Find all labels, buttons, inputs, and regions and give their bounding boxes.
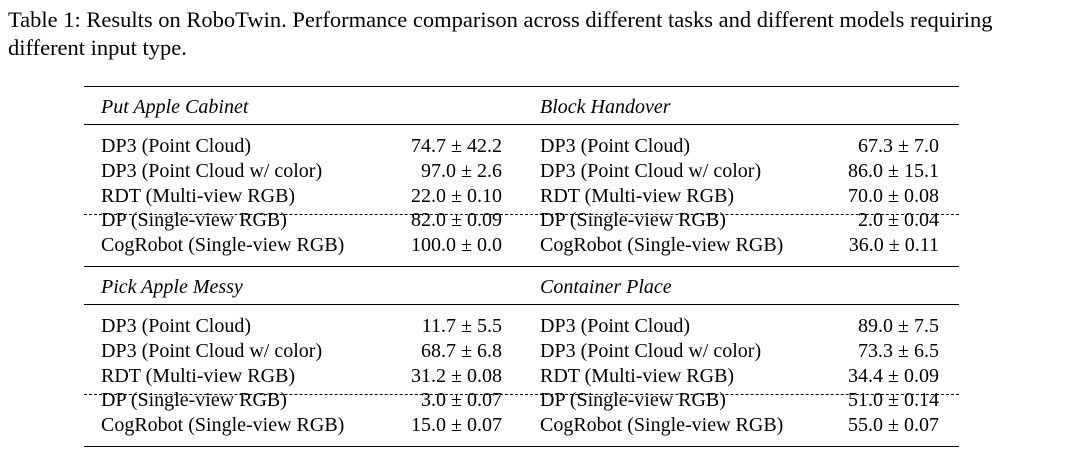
model-name: DP3 (Point Cloud) <box>101 314 252 337</box>
model-name: DP (Single-view RGB) <box>101 389 287 412</box>
table-row: RDT (Multi-view RGB) 22.0 ± 0.10 RDT (Mu… <box>84 184 959 209</box>
model-name: DP (Single-view RGB) <box>540 389 726 412</box>
model-name: RDT (Multi-view RGB) <box>101 184 296 207</box>
model-name: DP3 (Point Cloud w/ color) <box>540 159 762 182</box>
mid-rule <box>84 124 959 125</box>
score-value: 3.0 ± 0.07 <box>421 389 502 412</box>
score-value: 73.3 ± 6.5 <box>858 339 939 362</box>
model-name: RDT (Multi-view RGB) <box>540 184 735 207</box>
model-name: DP3 (Point Cloud) <box>540 314 691 337</box>
top-rule <box>84 86 959 87</box>
table-row: DP3 (Point Cloud) 74.7 ± 42.2 DP3 (Point… <box>84 134 959 159</box>
task-title-right: Container Place <box>540 275 672 298</box>
section-body: DP3 (Point Cloud) 11.7 ± 5.5 DP3 (Point … <box>84 305 959 446</box>
score-value: 2.0 ± 0.04 <box>858 209 939 232</box>
score-value: 70.0 ± 0.08 <box>848 184 939 207</box>
model-name: RDT (Multi-view RGB) <box>101 364 296 387</box>
section-rule <box>84 265 959 267</box>
table-row: CogRobot (Single-view RGB) 15.0 ± 0.07 C… <box>84 413 959 438</box>
model-name: DP3 (Point Cloud) <box>101 135 252 157</box>
score-value: 11.7 ± 5.5 <box>421 314 502 337</box>
mid-rule <box>84 303 959 305</box>
model-name: CogRobot (Single-view RGB) <box>101 414 345 437</box>
task-title-left: Put Apple Cabinet <box>101 96 249 118</box>
task-title-left: Pick Apple Messy <box>101 275 243 298</box>
table-row: DP3 (Point Cloud w/ color) 97.0 ± 2.6 DP… <box>84 159 959 184</box>
table-row: DP3 (Point Cloud w/ color) 68.7 ± 6.8 DP… <box>84 339 959 364</box>
table-row: RDT (Multi-view RGB) 31.2 ± 0.08 RDT (Mu… <box>84 364 959 389</box>
score-value: 74.7 ± 42.2 <box>411 135 502 157</box>
section-header: Put Apple Cabinet Block Handover <box>84 87 959 124</box>
model-name: DP (Single-view RGB) <box>540 209 726 232</box>
model-name: DP3 (Point Cloud w/ color) <box>101 339 323 362</box>
score-value: 100.0 ± 0.0 <box>411 234 502 257</box>
model-name: CogRobot (Single-view RGB) <box>101 234 345 257</box>
score-value: 89.0 ± 7.5 <box>858 314 939 337</box>
dashed-separator <box>84 394 959 396</box>
model-name: CogRobot (Single-view RGB) <box>540 414 784 437</box>
model-name: DP3 (Point Cloud w/ color) <box>101 159 323 182</box>
score-value: 67.3 ± 7.0 <box>858 135 939 157</box>
score-value: 82.0 ± 0.09 <box>411 209 502 232</box>
score-value: 51.0 ± 0.14 <box>848 389 939 412</box>
score-value: 31.2 ± 0.08 <box>411 364 502 387</box>
section-body: DP3 (Point Cloud) 74.7 ± 42.2 DP3 (Point… <box>84 125 959 266</box>
score-value: 22.0 ± 0.10 <box>411 184 502 207</box>
score-value: 97.0 ± 2.6 <box>421 159 502 182</box>
task-title-right: Block Handover <box>540 96 671 118</box>
score-value: 15.0 ± 0.07 <box>411 414 502 437</box>
table-row: CogRobot (Single-view RGB) 100.0 ± 0.0 C… <box>84 233 959 258</box>
model-name: DP3 (Point Cloud) <box>540 135 691 157</box>
score-value: 36.0 ± 0.11 <box>848 234 939 257</box>
section-header: Pick Apple Messy Container Place <box>84 267 959 304</box>
results-table: Put Apple Cabinet Block Handover DP3 (Po… <box>84 86 959 447</box>
model-name: DP (Single-view RGB) <box>101 209 287 232</box>
model-name: RDT (Multi-view RGB) <box>540 364 735 387</box>
score-value: 55.0 ± 0.07 <box>848 414 939 437</box>
model-name: CogRobot (Single-view RGB) <box>540 234 784 257</box>
bottom-rule <box>84 445 959 447</box>
table-row: DP (Single-view RGB) 3.0 ± 0.07 DP (Sing… <box>84 388 959 413</box>
model-name: DP3 (Point Cloud w/ color) <box>540 339 762 362</box>
table-row: DP (Single-view RGB) 82.0 ± 0.09 DP (Sin… <box>84 208 959 233</box>
score-value: 86.0 ± 15.1 <box>848 159 939 182</box>
score-value: 68.7 ± 6.8 <box>421 339 502 362</box>
table-row: DP3 (Point Cloud) 11.7 ± 5.5 DP3 (Point … <box>84 314 959 339</box>
table-caption: Table 1: Results on RoboTwin. Performanc… <box>8 7 993 60</box>
score-value: 34.4 ± 0.09 <box>848 364 939 387</box>
dashed-separator <box>84 214 959 216</box>
